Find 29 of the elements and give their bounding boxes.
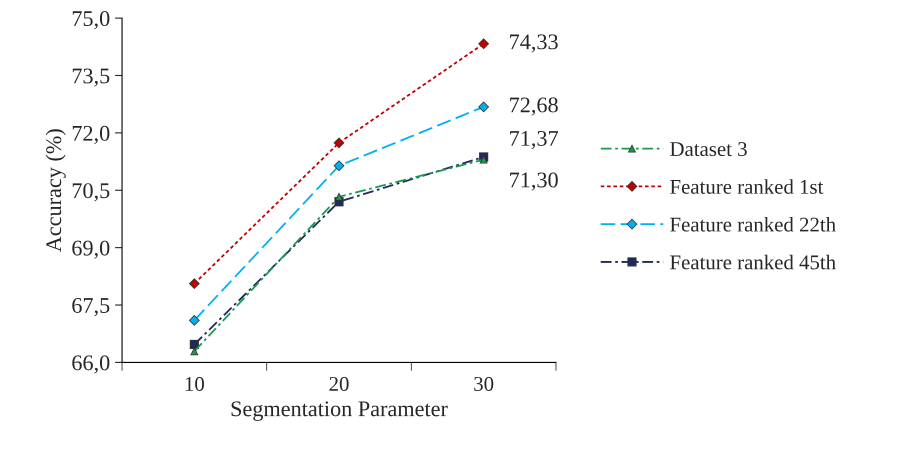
data-label: 74,33 [510, 34, 558, 53]
data-label: 71,37 [510, 130, 558, 150]
data-label: 71,30 [510, 172, 558, 191]
point [480, 156, 488, 164]
y-tick-label: 70,5 [72, 183, 110, 202]
y-axis-title: Accuracy (%) [46, 129, 66, 252]
point [334, 137, 344, 148]
legend-label: Feature ranked 1st [670, 179, 824, 194]
y-tick-label: 72,0 [72, 126, 110, 144]
x-tick-label: 10 [186, 376, 204, 391]
point [190, 347, 198, 356]
point [335, 192, 343, 201]
data-label: 72,68 [510, 97, 558, 116]
legend-label: Feature ranked 22th [670, 216, 836, 232]
y-tick-label: 75,0 [72, 11, 110, 30]
y-tick-label: 66,0 [72, 355, 110, 374]
point [478, 38, 489, 50]
y-tick-label: 73,5 [72, 68, 110, 87]
point [334, 160, 344, 172]
x-tick-label: 30 [474, 376, 494, 391]
legend-label: Dataset 3 [670, 142, 747, 156]
point [189, 278, 200, 289]
y-tick-label: 67,5 [72, 298, 110, 316]
point [478, 102, 489, 112]
y-tick-label: 69,0 [72, 240, 110, 259]
legend-label: Feature ranked 45th [670, 254, 836, 270]
point [189, 314, 200, 326]
x-tick-label: 20 [330, 376, 349, 391]
x-axis-title: Segmentation Parameter [232, 401, 448, 421]
